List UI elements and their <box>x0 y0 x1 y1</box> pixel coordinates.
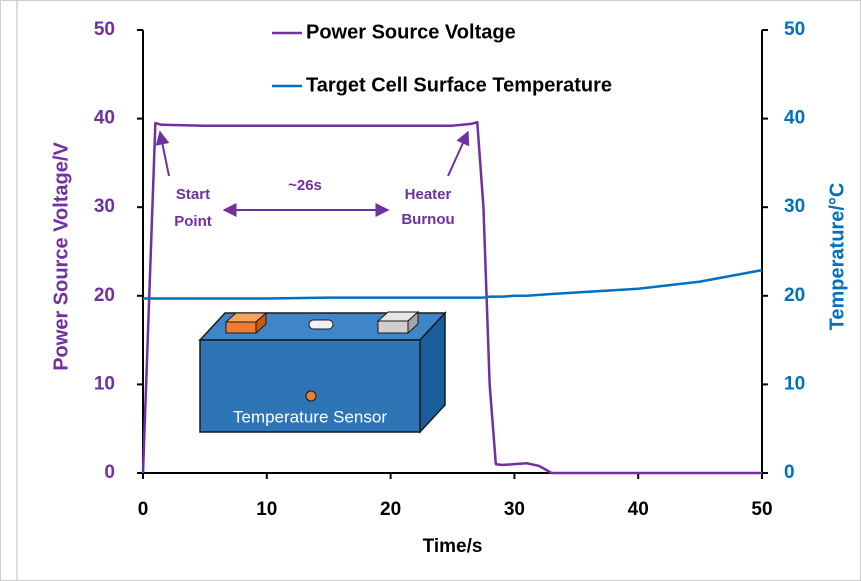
y2-axis-label: Temperature/°C <box>826 183 848 331</box>
diagram-label: Temperature Sensor <box>233 407 387 426</box>
x-tick-label: 0 <box>138 499 149 520</box>
y-tick-label: 20 <box>94 285 115 306</box>
y-tick-label: 30 <box>94 196 115 217</box>
annotation: Point <box>174 213 212 230</box>
x-tick-label: 20 <box>380 499 401 520</box>
cell-diagram <box>198 310 447 434</box>
y2-tick-label: 10 <box>784 373 805 394</box>
annotation: Heater <box>405 186 452 203</box>
legend-label: Power Source Voltage <box>306 21 516 43</box>
annotation: Burnou <box>401 211 454 228</box>
series-line <box>141 120 762 475</box>
burnout-arrow <box>447 130 470 177</box>
y2-tick-label: 20 <box>784 285 805 306</box>
series-line <box>143 268 763 300</box>
x-tick-label: 40 <box>628 499 649 520</box>
y2-tick-label: 40 <box>784 108 805 129</box>
annotation: ~26s <box>288 177 322 194</box>
y-tick-label: 40 <box>94 108 115 129</box>
y2-tick-label: 30 <box>784 196 805 217</box>
start-arrow <box>155 130 170 177</box>
y2-tick-label: 0 <box>784 462 795 483</box>
x-axis-label: Time/s <box>423 536 483 557</box>
x-tick-label: 30 <box>504 499 525 520</box>
y-tick-label: 10 <box>94 373 115 394</box>
legend-label: Target Cell Surface Temperature <box>306 74 612 96</box>
x-tick-label: 50 <box>751 499 772 520</box>
y-tick-label: 50 <box>94 19 115 40</box>
y-tick-label: 0 <box>104 462 115 483</box>
y-axis-label: Power Source Voltage/V <box>50 142 72 371</box>
y2-tick-label: 50 <box>784 19 805 40</box>
annotation: Start <box>176 186 210 203</box>
x-tick-label: 10 <box>256 499 277 520</box>
